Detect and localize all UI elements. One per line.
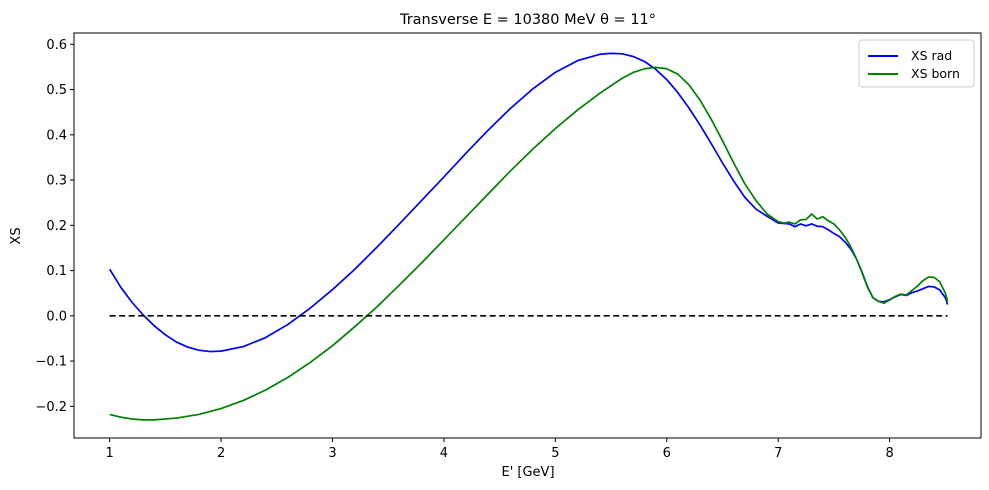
series-layer <box>108 52 949 421</box>
legend-label-xs-rad: XS rad <box>911 48 952 63</box>
chart-title: Transverse E = 10380 MeV θ = 11° <box>399 12 656 28</box>
x-tick-label: 4 <box>440 446 448 461</box>
y-tick-label: −0.1 <box>35 355 67 370</box>
legend: XS rad XS born <box>858 39 975 88</box>
y-tick-label: 0.2 <box>46 219 67 234</box>
x-tick-label: 5 <box>551 446 559 461</box>
x-tick-label: 6 <box>663 446 671 461</box>
x-tick-label: 8 <box>885 446 893 461</box>
x-tick-label: 1 <box>106 446 114 461</box>
x-axis-label: E' [GeV] <box>501 465 554 480</box>
plot-area <box>73 32 982 439</box>
x-tick-label: 3 <box>328 446 336 461</box>
x-tick-label: 2 <box>217 446 225 461</box>
series-line-xs-born <box>109 66 949 421</box>
y-tick-label: 0.1 <box>46 264 67 279</box>
legend-box <box>858 39 975 88</box>
plot-frame <box>73 32 982 439</box>
x-axis: 1 2 3 4 5 6 7 8 <box>106 438 894 461</box>
y-tick-label: 0.3 <box>46 174 67 189</box>
y-tick-label: 0.4 <box>46 128 67 143</box>
series-line-xs-rad <box>108 52 949 353</box>
y-tick-label: 0.0 <box>46 309 67 324</box>
y-axis: −0.2 −0.1 0.0 0.1 0.2 0.3 0.4 0.5 0.6 <box>35 38 74 415</box>
y-tick-label: −0.2 <box>35 400 67 415</box>
y-tick-label: 0.6 <box>46 38 67 53</box>
y-axis-label: XS <box>9 227 24 244</box>
x-tick-label: 7 <box>774 446 782 461</box>
y-tick-label: 0.5 <box>46 83 67 98</box>
legend-label-xs-born: XS born <box>911 66 960 81</box>
